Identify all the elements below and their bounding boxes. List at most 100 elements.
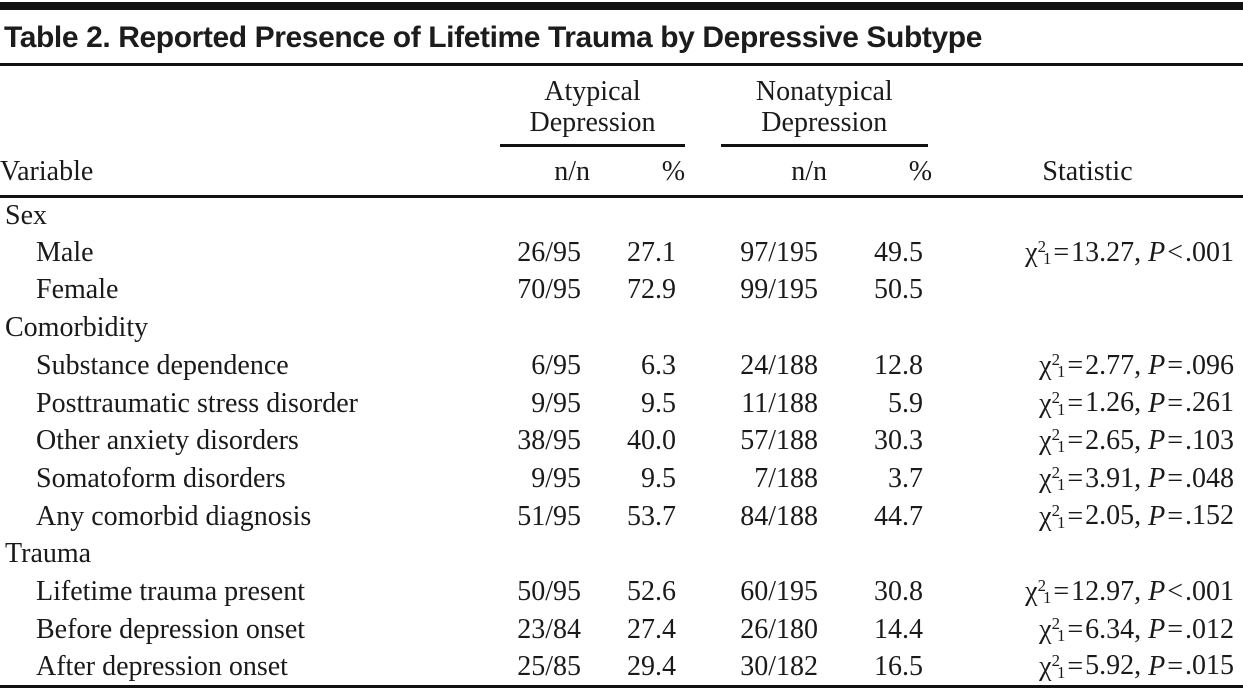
nonatypical-nn-header: n/n (685, 146, 828, 198)
equals-sign: = (1067, 500, 1084, 532)
chi-square-symbol: χ21 (1039, 387, 1066, 419)
table-row: Lifetime trauma present 50/95 52.6 60/195 30… (0, 573, 1243, 611)
equals-sign: = (1053, 236, 1070, 268)
statistic-header: Statistic (932, 146, 1243, 198)
chi-square-value: 6.34, (1085, 613, 1142, 645)
p-label: P (1148, 387, 1166, 419)
atypical-pct-header: % (590, 146, 686, 198)
atypical-pct-cell: 9.5 (641, 387, 677, 419)
section-row: Comorbidity (0, 309, 1243, 347)
chi-square-symbol: χ21 (1039, 425, 1066, 457)
nonatypical-nn-cell: 97/195 (740, 236, 819, 268)
chi-subscript: 1 (1042, 588, 1052, 608)
atypical-nn-cell: 38/95 (517, 425, 581, 457)
nonatypical-pct-header: % (827, 146, 933, 198)
variable-label: Posttraumatic stress disorder (36, 387, 358, 419)
atypical-group-header: Atypical Depression (435, 66, 686, 147)
equals-sign: = (1067, 650, 1084, 682)
p-value: .001 (1185, 576, 1235, 608)
chi-square-value: 2.77, (1085, 349, 1142, 381)
section-label: Comorbidity (5, 312, 149, 344)
table-header: Atypical Depression Nonatypical Depressi… (0, 66, 1243, 198)
statistic-cell: χ21=2.65, P=.103 (932, 422, 1243, 460)
nonatypical-nn-cell: 7/188 (754, 462, 819, 494)
p-label: P (1148, 613, 1166, 645)
chi-square-symbol: χ21 (1025, 236, 1052, 268)
statistic-cell: χ21=12.97, P<.001 (932, 573, 1243, 611)
statistic-cell (932, 309, 1243, 347)
atypical-nn-cell (435, 309, 590, 347)
atypical-pct-cell (590, 535, 685, 573)
nonatypical-pct-cell: 30.3 (874, 425, 924, 457)
chi-superscript: 2 (1037, 236, 1046, 256)
chi-square-symbol: χ21 (1039, 500, 1066, 532)
table-row: Female 70/95 72.9 99/195 50.5 (0, 272, 1243, 310)
atypical-pct-cell: 52.6 (627, 575, 677, 607)
atypical-nn-cell: 26/95 (517, 236, 581, 268)
chi-square-value: 2.05, (1085, 500, 1142, 532)
chi-subscript: 1 (1056, 625, 1066, 645)
atypical-pct-cell: 9.5 (641, 462, 677, 494)
chi-subscript: 1 (1056, 437, 1066, 457)
chi-subscript: 1 (1056, 399, 1066, 419)
atypical-pct-cell: 72.9 (627, 274, 677, 306)
atypical-nn-cell: 50/95 (517, 575, 581, 607)
variable-label: Other anxiety disorders (36, 425, 299, 457)
atypical-nn-cell: 9/95 (531, 387, 581, 419)
equals-sign: = (1067, 613, 1084, 645)
p-operator: = (1167, 349, 1184, 381)
chi-subscript: 1 (1056, 512, 1066, 532)
chi-square-symbol: χ21 (1025, 575, 1052, 608)
chi-subscript: 1 (1042, 248, 1052, 268)
p-value: .261 (1185, 387, 1235, 419)
variable-label: Any comorbid diagnosis (36, 500, 312, 532)
p-value: .048 (1185, 462, 1235, 494)
p-value: .001 (1185, 236, 1235, 268)
nonatypical-nn-cell (685, 196, 827, 234)
chi-square-value: 3.91, (1085, 462, 1142, 494)
chi-superscript: 2 (1051, 650, 1060, 670)
p-label: P (1148, 462, 1166, 494)
statistic-cell: χ21=5.92, P=.015 (932, 648, 1243, 688)
statistic-cell (932, 535, 1243, 573)
statistic-cell: χ21=6.34, P=.012 (932, 611, 1243, 649)
atypical-pct-cell: 27.1 (627, 236, 677, 268)
nonatypical-pct-cell (827, 196, 932, 234)
chi-subscript: 1 (1056, 475, 1066, 494)
table-title: Table 2. Reported Presence of Lifetime T… (4, 21, 982, 54)
chi-square-symbol: χ21 (1039, 349, 1066, 381)
p-operator: < (1167, 236, 1184, 268)
variable-label: Female (36, 274, 119, 306)
variable-label: Somatoform disorders (36, 462, 286, 494)
chi-superscript: 2 (1051, 613, 1060, 633)
section-row: Sex (0, 196, 1243, 234)
nonatypical-pct-cell: 50.5 (874, 274, 924, 306)
p-operator: = (1167, 425, 1184, 457)
atypical-nn-header: n/n (435, 146, 590, 198)
table-row: Substance dependence 6/95 6.3 24/188 12.8 χ21… (0, 347, 1243, 385)
spacer-cell (0, 66, 435, 147)
nonatypical-pct-cell (827, 535, 932, 573)
atypical-pct-cell: 40.0 (627, 425, 677, 457)
top-rule (0, 2, 1243, 10)
atypical-nn-cell: 25/85 (435, 648, 590, 688)
p-value: .152 (1185, 500, 1235, 532)
p-label: P (1148, 576, 1166, 608)
nonatypical-nn-cell: 24/188 (740, 349, 819, 381)
p-label: P (1148, 425, 1166, 457)
atypical-pct-cell: 6.3 (641, 349, 677, 381)
variable-label: Lifetime trauma present (36, 575, 305, 607)
section-row: Trauma (0, 535, 1243, 573)
nonatypical-nn-cell: 26/180 (740, 613, 819, 645)
p-label: P (1148, 650, 1166, 682)
atypical-nn-cell: 70/95 (517, 274, 581, 306)
p-operator: = (1167, 650, 1184, 682)
nonatypical-nn-cell: 11/188 (741, 387, 819, 419)
table-row: Other anxiety disorders 38/95 40.0 57/188 30… (0, 422, 1243, 460)
p-label: P (1148, 500, 1166, 532)
statistic-cell: χ21=1.26, P=.261 (932, 385, 1243, 423)
statistic-cell (932, 196, 1243, 234)
section-label: Sex (5, 199, 47, 231)
p-value: .096 (1185, 349, 1235, 381)
